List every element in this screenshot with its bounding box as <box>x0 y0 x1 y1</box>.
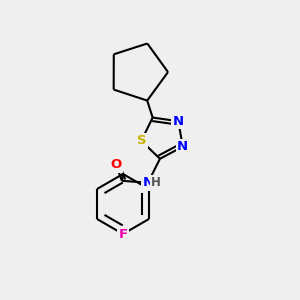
Text: F: F <box>118 227 127 241</box>
Text: S: S <box>136 134 146 147</box>
Text: N: N <box>142 176 154 189</box>
Text: N: N <box>173 115 184 128</box>
Text: H: H <box>151 176 161 189</box>
Text: O: O <box>110 158 122 171</box>
Text: N: N <box>177 140 188 153</box>
